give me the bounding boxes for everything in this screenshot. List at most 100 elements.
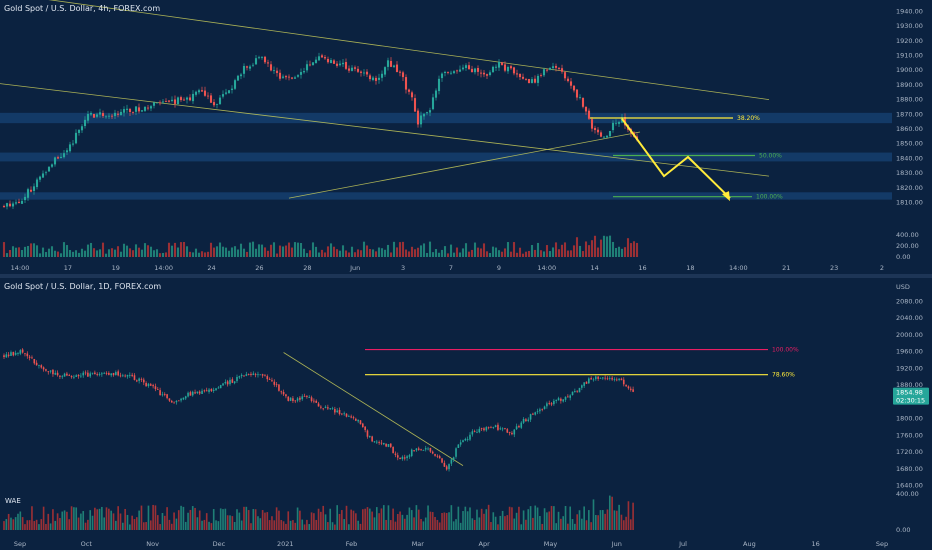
candle [273, 381, 276, 385]
candle [506, 429, 509, 433]
volume-bar [71, 251, 75, 257]
volume-bar [129, 524, 131, 530]
candle [515, 73, 519, 75]
candle [117, 371, 119, 376]
volume-bar [96, 509, 99, 530]
candle [189, 392, 192, 396]
volume-bar [17, 247, 21, 257]
candle [455, 448, 457, 457]
volume-bar [431, 512, 434, 530]
chart-pane-1d[interactable]: 100.00% 78.60% 2080.00 2040.00 2000.00 1960.… [3, 282, 929, 548]
candle [462, 440, 464, 443]
volume-bar [104, 253, 108, 257]
volume-bar [294, 522, 297, 530]
candle [287, 396, 290, 401]
volume-bar [7, 513, 10, 530]
candle [413, 450, 415, 451]
volume-bar [198, 510, 201, 530]
volume-bar [122, 522, 124, 530]
volume-bar [605, 236, 609, 257]
volume-bar [219, 508, 222, 530]
volume-bar [98, 249, 102, 257]
candle [427, 448, 429, 450]
candle [154, 386, 157, 390]
volume-bar [450, 505, 453, 530]
candle [576, 390, 578, 392]
candle [595, 376, 597, 380]
candle [467, 65, 471, 70]
volume-bar [191, 252, 195, 257]
candle [583, 382, 585, 386]
volume-bar [201, 520, 203, 530]
price-tick: 1900.00 [896, 66, 923, 74]
candle [368, 436, 371, 437]
candle [375, 441, 378, 443]
candle [539, 409, 541, 412]
volume-bar [383, 249, 387, 257]
volume-bar [95, 250, 99, 257]
volume-bar [323, 252, 327, 257]
chart-pane-4h[interactable]: 38.20%50.00%100.00% 1940.001930.001920.0… [0, 0, 923, 272]
volume-bar [137, 247, 141, 257]
candle [259, 374, 262, 376]
time-axis[interactable]: Sep Oct Nov Dec 2021 Feb Mar Apr May Jun Jul Aug 16 S… [14, 540, 888, 548]
volume-bar [266, 512, 269, 530]
candle [47, 166, 51, 172]
volume-bar [596, 247, 600, 257]
candle [129, 374, 131, 376]
volume-bar [539, 250, 543, 257]
volume-bar [566, 250, 570, 257]
volume-bar [269, 244, 273, 257]
volume-bar [419, 245, 423, 257]
volume-bar [396, 514, 399, 530]
volume-bar [334, 524, 336, 530]
volume-bar [601, 510, 604, 530]
volume-bar [387, 505, 390, 530]
candle [604, 377, 606, 379]
candle [89, 112, 93, 115]
volume-bar [350, 246, 354, 257]
candle [206, 95, 210, 97]
candle [422, 450, 425, 451]
candle [445, 466, 448, 470]
volume-bar [533, 249, 537, 257]
volume-bar [221, 246, 225, 257]
candle [382, 442, 385, 445]
volume-bar [89, 242, 93, 257]
volume-bar [485, 251, 489, 257]
volume-bar [236, 509, 238, 530]
volume-bar [40, 519, 43, 530]
zone-band [0, 152, 892, 162]
price-axis[interactable]: 2080.00 2040.00 2000.00 1960.00 1920.00 1880.… [896, 297, 923, 534]
candle [323, 57, 327, 59]
time-tick: Dec [213, 540, 226, 548]
time-axis[interactable]: 14:00 17 19 14:00 24 26 28 Jun 3 7 9 14:00 14 16 18 14:… [11, 264, 884, 272]
price-tick: 1680.00 [896, 465, 923, 473]
candle [80, 375, 82, 377]
price-axis[interactable]: 1940.00 1930.00 1920.00 1910.00 1900.00 1890.… [896, 7, 923, 261]
candle [98, 374, 101, 375]
volume-bar [371, 511, 373, 530]
volume-bar [357, 520, 359, 530]
volume-bar [615, 510, 618, 530]
candle [359, 71, 363, 73]
candle [606, 378, 609, 380]
candle [473, 430, 476, 432]
volume-bar [427, 505, 429, 530]
candle [149, 106, 153, 109]
candle [492, 427, 495, 428]
candle [77, 374, 80, 377]
candle [615, 379, 618, 381]
volume-bar [50, 246, 54, 257]
volume-bar [292, 520, 294, 530]
candle [92, 113, 96, 118]
candle [436, 455, 439, 457]
candle [236, 75, 240, 81]
candle [296, 75, 300, 77]
candle [14, 352, 17, 355]
candle [524, 79, 528, 80]
candle [147, 383, 150, 387]
volume-bar [545, 245, 549, 257]
candle [416, 110, 420, 125]
